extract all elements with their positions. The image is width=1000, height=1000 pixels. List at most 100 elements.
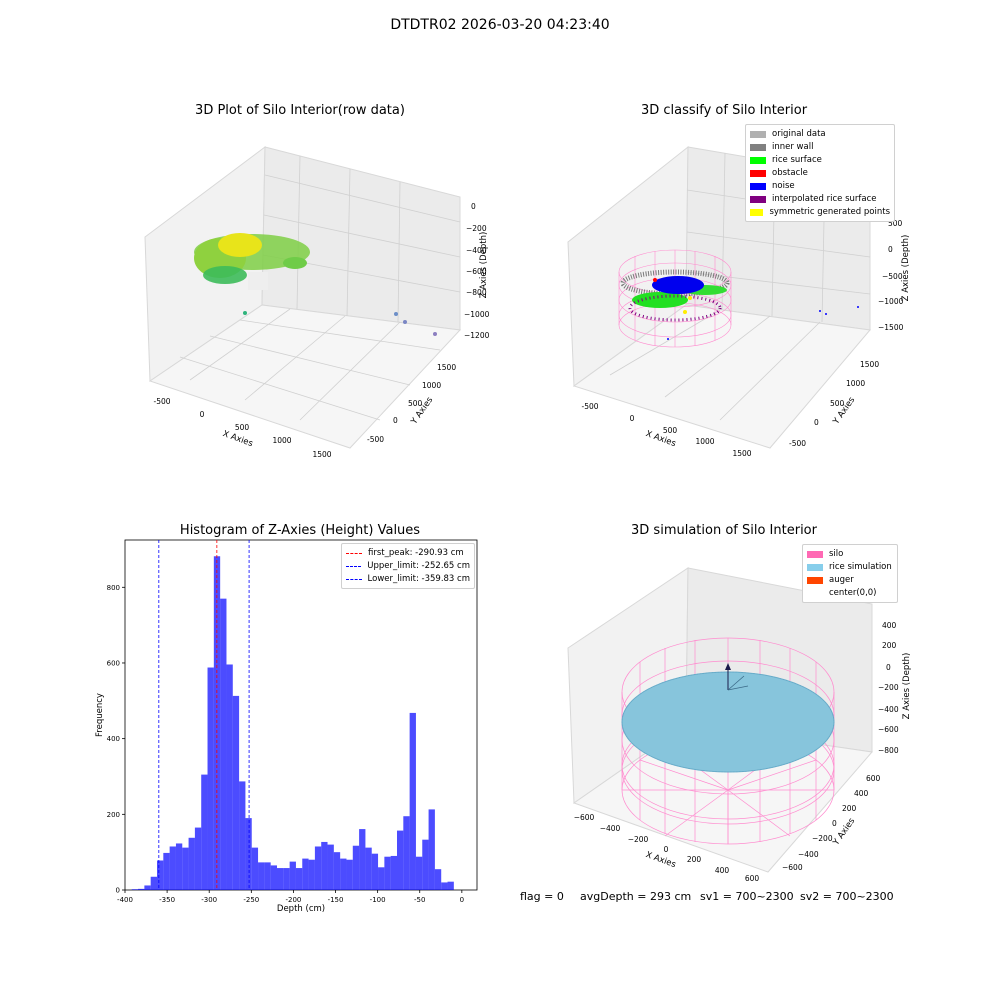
sim-xtick: 400 [715, 866, 730, 875]
raw-xtick: -500 [153, 397, 170, 406]
raw-ztick: −1000 [464, 310, 490, 319]
raw-ztick: −800 [466, 288, 487, 297]
histogram-ytick-label: 0 [116, 887, 120, 895]
histogram-bar [327, 844, 334, 890]
classify-noise-point [857, 306, 859, 308]
raw-point [394, 312, 398, 316]
status-sv1: sv1 = 700~2300 [700, 890, 794, 903]
histogram-bar [447, 881, 454, 890]
sim-ztick: −800 [878, 746, 899, 755]
classify-ytick: -500 [789, 439, 806, 448]
classify-legend: original data inner wall rice surface ob… [745, 124, 895, 222]
classify-symmetric-point [683, 310, 687, 314]
sim-ztick: −600 [878, 725, 899, 734]
histogram-bar [295, 868, 303, 890]
raw-ztick: −600 [466, 267, 487, 276]
histogram-bar [359, 829, 366, 890]
classify-noise-point [819, 310, 821, 312]
sim-ytick: −600 [782, 863, 803, 872]
histogram-bar [232, 695, 240, 890]
histogram-bar [194, 827, 202, 890]
legend-swatch [807, 564, 823, 571]
legend-item: obstacle [750, 167, 890, 180]
sim-xtick: −600 [574, 813, 595, 822]
simulation-3d-plot: −600 −400 −200 0 200 400 600 −600 −400 −… [567, 567, 912, 883]
classify-ztick: 0 [888, 245, 893, 254]
histogram-bar [371, 853, 379, 890]
histogram-xtick-label: -400 [117, 896, 133, 904]
raw-xtick: 500 [235, 423, 250, 432]
legend-swatch [750, 183, 766, 190]
legend-item: center(0,0) [807, 587, 893, 600]
histogram-bar [150, 876, 157, 890]
classify-inner-wall [620, 269, 730, 297]
histogram-bar [422, 839, 429, 890]
legend-item: noise [750, 180, 890, 193]
histogram-bar [321, 841, 328, 890]
histogram-bar [245, 818, 252, 890]
histogram-bar [175, 843, 183, 890]
sim-ztick: 200 [882, 641, 897, 650]
histogram-axes: -400 -350 -300 -250 -200 -150 -100 -50 0 0 200 400 6… [107, 584, 464, 904]
histogram-bar [352, 845, 360, 890]
histogram-bar [169, 846, 176, 890]
legend-line [346, 579, 362, 580]
histogram-xtick-label: -50 [414, 896, 425, 904]
raw-ytick: 500 [408, 399, 423, 408]
sim-ytick: −400 [798, 850, 819, 859]
legend-item: auger [807, 574, 893, 587]
raw-cloud-right [283, 257, 307, 269]
raw-cloud-lower [203, 266, 247, 284]
sim-zlabel: Z Axies (Depth) [902, 653, 912, 720]
raw-ztick: 0 [471, 202, 476, 211]
raw-ytick: -500 [367, 435, 384, 444]
raw-xtick: 0 [200, 410, 205, 419]
classify-interpolated-surface [628, 294, 722, 322]
status-flag: flag = 0 [520, 890, 564, 903]
histogram-ytick-label: 200 [107, 811, 120, 819]
histogram-bar [403, 816, 410, 890]
histogram-bar [308, 859, 315, 890]
raw-cloud-peak [218, 233, 262, 257]
sim-ytick: 200 [842, 804, 857, 813]
classify-ytick: 0 [814, 418, 819, 427]
histogram-bar [289, 861, 296, 890]
legend-item: rice simulation [807, 561, 893, 574]
sim-xtick: −200 [628, 835, 649, 844]
classify-ytick: 500 [830, 399, 845, 408]
classify-obstacle [653, 278, 657, 282]
classify-ztick: 500 [888, 219, 903, 228]
histogram-bar [213, 556, 221, 890]
raw-xlabel: X Axies [221, 429, 254, 449]
histogram-ytick-label: 400 [107, 735, 120, 743]
raw-zlabel: Z Axies (Depth) [479, 232, 489, 299]
histogram-xtick-label: -300 [201, 896, 217, 904]
legend-swatch [750, 196, 766, 203]
sim-ytick: −200 [812, 834, 833, 843]
histogram-bar [302, 858, 309, 890]
histogram-bar [428, 809, 435, 890]
classify-xtick: -500 [581, 402, 598, 411]
histogram-bar [270, 865, 277, 890]
histogram-bar [365, 847, 372, 890]
classify-noise-point [825, 313, 827, 315]
legend-line [346, 553, 362, 554]
histogram-bars [131, 556, 454, 890]
legend-swatch [750, 170, 766, 177]
histogram-bar [409, 712, 416, 890]
histogram-xtick-label: -350 [159, 896, 175, 904]
raw-xtick: 1500 [312, 450, 331, 459]
simulation-plot-title: 3D simulation of Silo Interior [631, 523, 817, 538]
histogram-bar [314, 846, 322, 890]
raw-floor-pane [148, 304, 462, 449]
histogram-bar [434, 869, 442, 890]
classify-ztick: −1500 [878, 323, 904, 332]
sim-xtick: 600 [745, 874, 760, 883]
histogram-xtick-label: -200 [285, 896, 301, 904]
histogram-bar [390, 855, 397, 890]
raw-point [403, 320, 407, 324]
histogram-bar [384, 856, 391, 890]
histogram-bar [207, 667, 214, 890]
histogram-bar [346, 859, 353, 890]
histogram-legend: first_peak: -290.93 cm Upper_limit: -252… [341, 543, 475, 589]
